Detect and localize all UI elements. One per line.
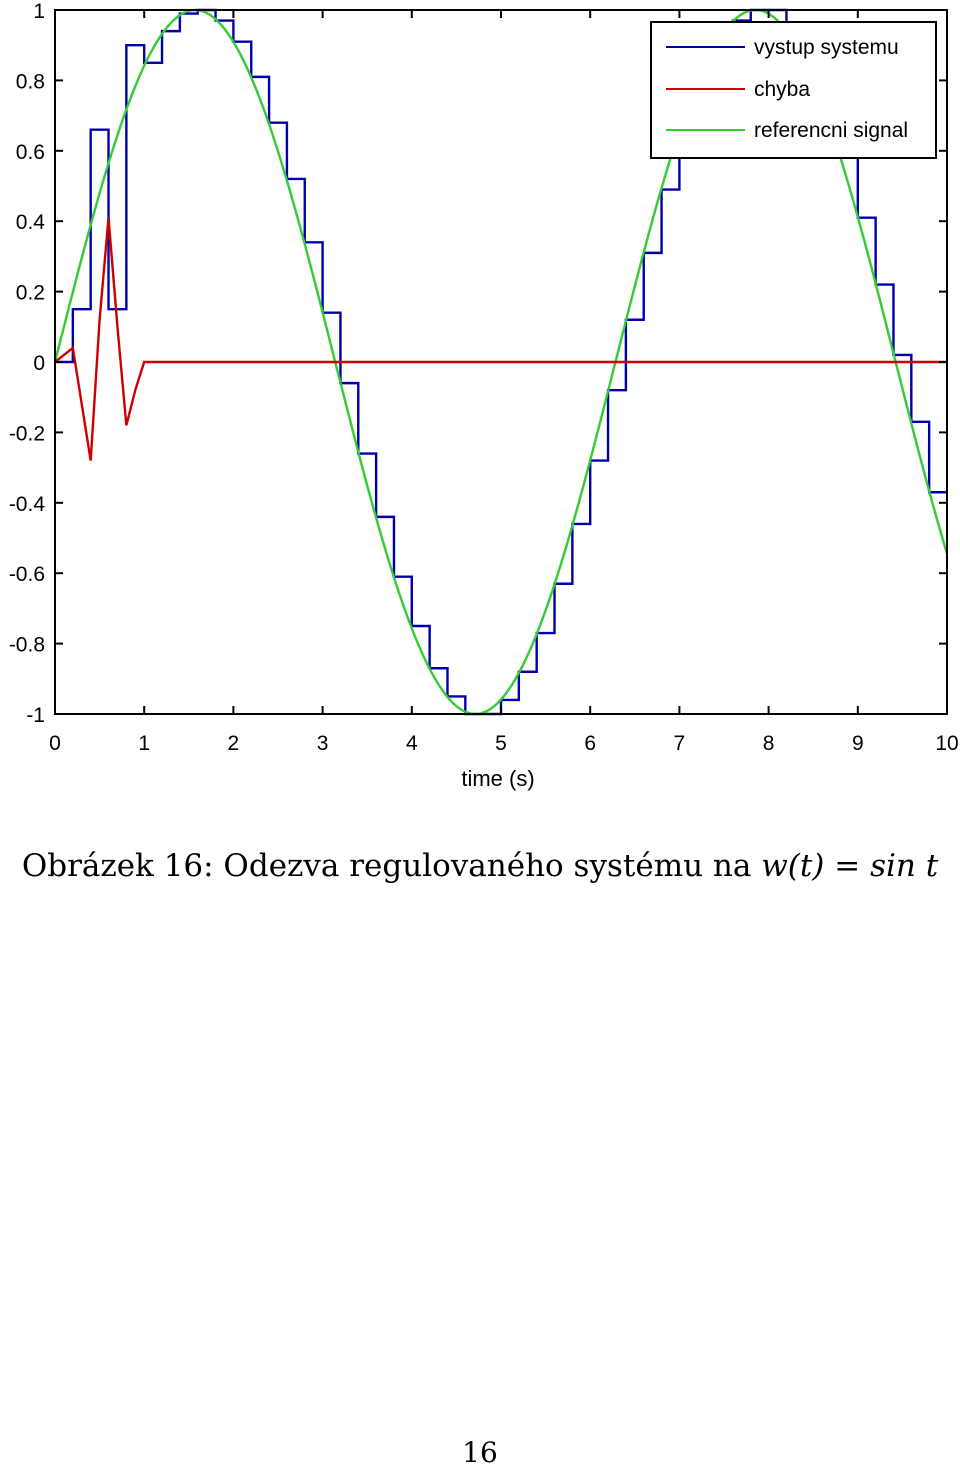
y-tick-label: 0.6 xyxy=(16,141,45,164)
figure-caption: Obrázek 16: Odezva regulovaného systému … xyxy=(0,848,960,884)
legend: vystup systemu chyba referencni signal xyxy=(650,21,937,159)
x-tick-label: 2 xyxy=(228,732,240,755)
series-line-chyba xyxy=(54,217,947,461)
y-tick-label: -0.6 xyxy=(9,563,45,586)
y-tick-label: 1 xyxy=(33,0,45,23)
y-tick-label: -0.2 xyxy=(9,422,45,445)
caption-text: Obrázek 16: Odezva regulovaného systému … xyxy=(21,848,752,884)
x-tick-label: 8 xyxy=(763,732,775,755)
x-tick-label: 0 xyxy=(49,732,61,755)
axis-tick-labels: 0 1 2 3 4 5 6 7 8 9 10 1 0.8 0.6 0.4 0.2 0 -0.2 -0.4 -0.6 -0… xyxy=(9,0,959,755)
x-tick-label: 10 xyxy=(935,732,958,755)
x-tick-label: 4 xyxy=(406,732,418,755)
y-tick-label: -1 xyxy=(26,704,45,727)
x-tick-label: 5 xyxy=(495,732,507,755)
x-tick-label: 7 xyxy=(674,732,686,755)
legend-label-vystup: vystup systemu xyxy=(754,36,899,59)
x-tick-label: 9 xyxy=(852,732,864,755)
y-tick-label: -0.8 xyxy=(9,634,45,657)
caption-math: w(t) = sin t xyxy=(761,848,939,884)
legend-label-chyba: chyba xyxy=(754,78,810,101)
x-tick-label: 3 xyxy=(317,732,329,755)
x-axis-label: time (s) xyxy=(461,766,534,791)
page-number: 16 xyxy=(462,1436,498,1469)
y-tick-label: 0.2 xyxy=(16,282,45,305)
x-tick-label: 6 xyxy=(584,732,596,755)
y-tick-label: -0.4 xyxy=(9,493,46,516)
y-tick-label: 0 xyxy=(33,352,45,375)
response-chart: 0 1 2 3 4 5 6 7 8 9 10 1 0.8 0.6 0.4 0.2 0 -0.2 -0.4 -0.6 -0… xyxy=(9,0,959,791)
y-tick-label: 0.4 xyxy=(16,211,46,234)
axis-ticks xyxy=(54,9,948,715)
y-tick-label: 0.8 xyxy=(16,70,45,93)
x-tick-label: 1 xyxy=(138,732,150,755)
legend-label-referencni: referencni signal xyxy=(754,119,908,142)
